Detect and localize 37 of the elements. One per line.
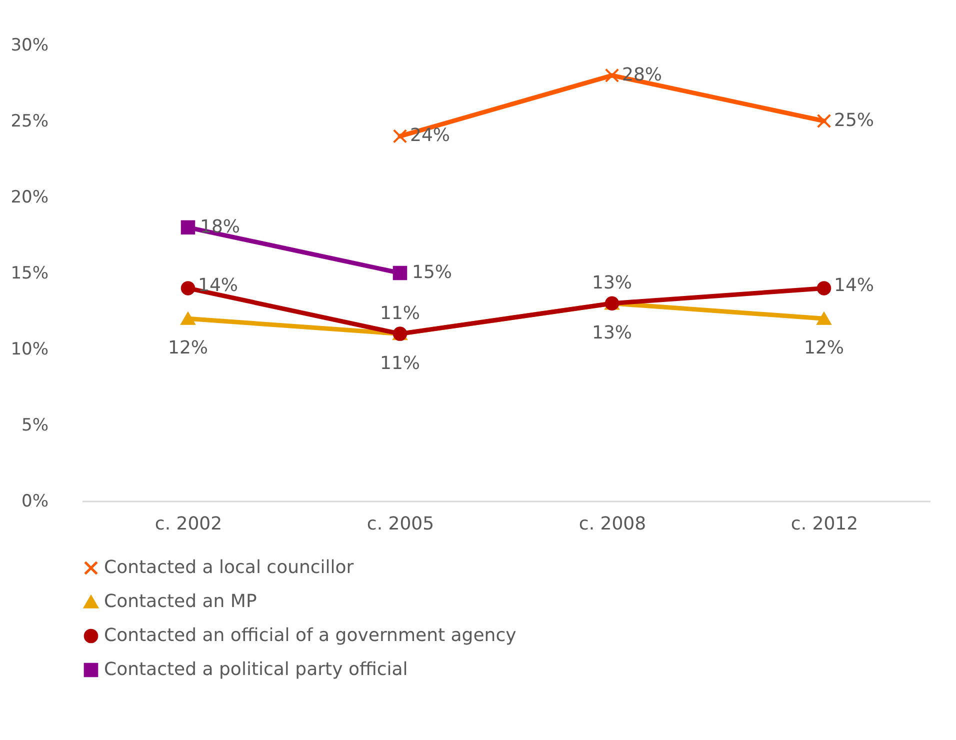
data-label: 11% [380, 352, 420, 374]
data-label: 14% [834, 275, 874, 296]
y-tick-label: 25% [10, 112, 48, 132]
x-tick-label: c. 2005 [366, 514, 434, 534]
legend-label: Contacted a local councillor [104, 557, 354, 578]
point [180, 281, 196, 296]
y-tick-label: 30% [10, 36, 48, 56]
point [392, 129, 408, 144]
data-label: 12% [168, 338, 208, 359]
x-tick-label: c. 2008 [578, 514, 646, 534]
point [816, 281, 832, 296]
y-tick-label: 10% [10, 340, 48, 360]
legend-label: Contacted an MP [104, 591, 257, 612]
x-tick-label: c. 2012 [790, 514, 858, 534]
data-label: 28% [622, 64, 662, 86]
data-label: 14% [198, 275, 238, 296]
point [816, 312, 832, 325]
point [816, 114, 832, 128]
data-label: 18% [200, 216, 240, 238]
data-label: 13% [592, 322, 632, 344]
legend-label: Contacted an official of a government agency [104, 625, 517, 646]
point [604, 68, 620, 83]
y-tick-label: 15% [10, 264, 48, 284]
data-label: 25% [834, 110, 874, 131]
y-tick-label: 0% [22, 492, 48, 512]
data-label: 13% [592, 272, 632, 294]
y-tick-label: 20% [10, 188, 48, 208]
point [180, 220, 196, 235]
y-tick-label: 5% [22, 416, 48, 436]
x-tick-label: c. 2002 [154, 514, 222, 534]
data-label: 24% [410, 125, 450, 146]
data-label: 12% [804, 338, 844, 359]
point [180, 312, 196, 325]
legend-label: Contacted a political party official [104, 659, 408, 680]
data-label: 15% [412, 262, 452, 283]
point [392, 266, 408, 280]
data-label: 11% [380, 302, 420, 324]
